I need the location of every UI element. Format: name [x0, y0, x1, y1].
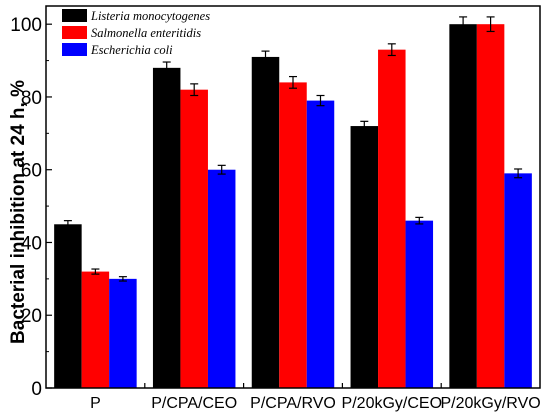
y-tick-label: 40	[21, 233, 42, 254]
y-tick-label: 20	[21, 306, 42, 327]
plot-frame	[45, 5, 541, 389]
y-tick-label: 0	[31, 379, 42, 400]
y-tick-label: 80	[21, 88, 42, 109]
labels-layer: P P/CPA/CEO P/CPA/RVO P/20kGy/CEOP/20kGy/RV…	[8, 15, 541, 412]
bar	[81, 271, 110, 388]
bar	[405, 220, 434, 388]
axes-layer	[45, 5, 541, 389]
x-tick-label: P	[90, 395, 101, 412]
bar	[207, 169, 236, 388]
y-axis-label: Bacterial inhibition at 24 h, %	[8, 80, 29, 344]
bar	[180, 89, 208, 388]
legend-label: Listeria monocytogenes	[90, 9, 210, 23]
bar	[152, 67, 181, 388]
bar	[306, 100, 335, 388]
bar	[476, 24, 505, 388]
bar	[350, 126, 379, 389]
x-tick-label: P/CPA/RVO	[250, 395, 336, 412]
legend-swatch	[62, 26, 87, 39]
legend-label: Salmonella enteritidis	[91, 26, 201, 40]
bar	[449, 24, 477, 388]
legend-swatch	[62, 43, 87, 56]
bar	[378, 49, 406, 389]
x-tick-label: P/20kGy/RVO	[441, 395, 541, 412]
bar	[279, 82, 307, 389]
y-tick-label: 100	[10, 15, 42, 36]
bar	[251, 56, 280, 388]
y-tick-label: 60	[21, 161, 42, 182]
bars-layer	[54, 16, 532, 389]
x-tick-label: P/CPA/CEO	[151, 395, 237, 412]
legend: Listeria monocytogenes Salmonella enterit…	[62, 9, 210, 57]
x-tick-label: P/20kGy/CEO	[342, 395, 442, 412]
legend-swatch	[62, 9, 87, 22]
bar	[109, 278, 137, 388]
legend-label: Escherichia coli	[90, 43, 173, 57]
bar	[54, 224, 82, 388]
bar	[504, 173, 532, 388]
